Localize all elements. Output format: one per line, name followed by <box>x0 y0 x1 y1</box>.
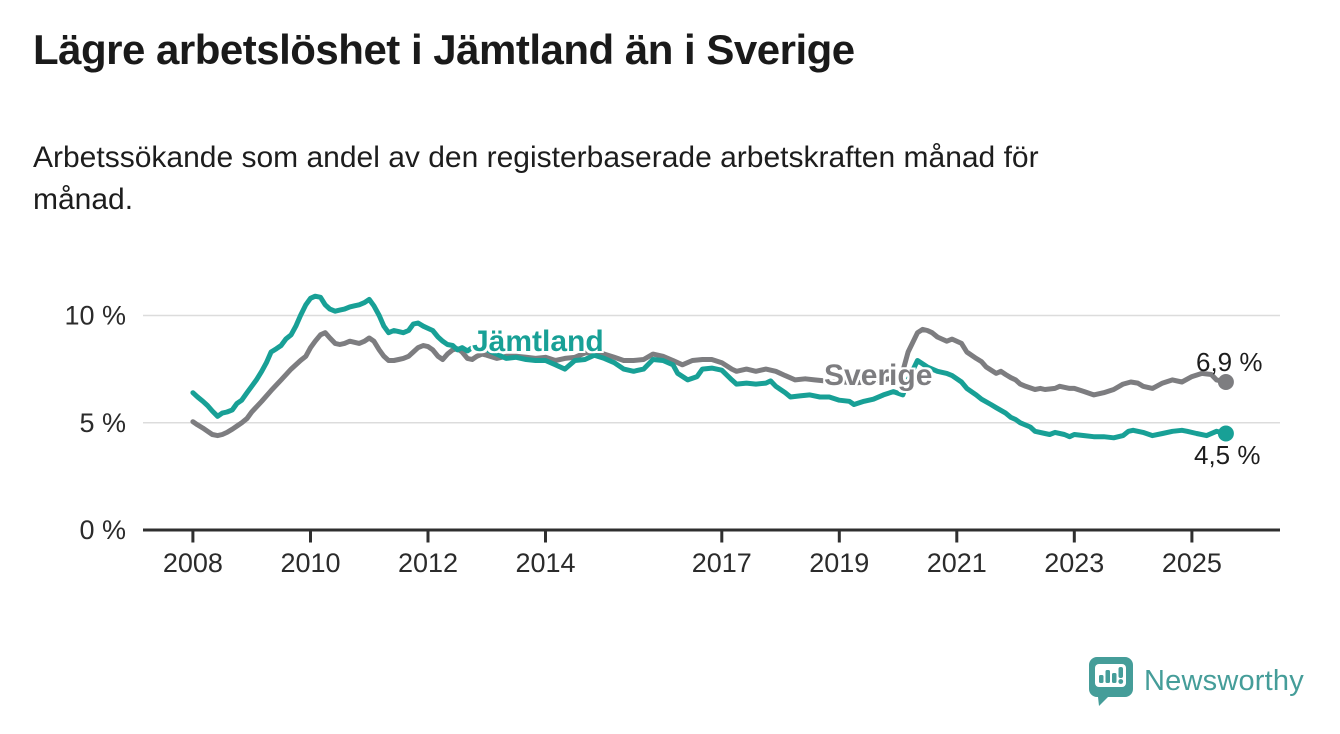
series-end-dot-sverige <box>1217 374 1234 390</box>
newsworthy-speech-bubble-chart-icon <box>1089 657 1133 706</box>
x-tick-label-2010: 2010 <box>280 548 340 578</box>
y-tick-label-10pct: 10 % <box>64 301 126 331</box>
x-tick-label-2012: 2012 <box>398 548 458 578</box>
series-end-dot-jämtland <box>1217 425 1234 442</box>
bar-1 <box>1099 675 1104 683</box>
x-tick-label-2021: 2021 <box>927 548 987 578</box>
subtitle-line-1: Arbetssökande som andel av den registerb… <box>33 141 1039 174</box>
series-label-jamtland: Jämtland <box>472 325 604 358</box>
page-title: Lägre arbetslöshet i Jämtland än i Sveri… <box>33 26 855 73</box>
end-value-label-jamtland: 4,5 % <box>1194 440 1261 470</box>
x-tick-label-2019: 2019 <box>809 548 869 578</box>
x-tick-label-2017: 2017 <box>692 548 752 578</box>
y-tick-label-0pct: 0 % <box>79 515 126 545</box>
subtitle-line-2: månad. <box>33 183 134 216</box>
end-value-label-sverige: 6,9 % <box>1196 347 1263 377</box>
x-tick-label-2023: 2023 <box>1044 548 1104 578</box>
series-line-sverige <box>190 326 1229 439</box>
y-tick-label-5pct: 5 % <box>79 408 126 438</box>
brand-name: Newsworthy <box>1144 664 1304 697</box>
exclamation-bar <box>1118 667 1123 678</box>
bar-3 <box>1112 673 1117 683</box>
x-tick-label-2008: 2008 <box>163 548 223 578</box>
x-tick-label-2025: 2025 <box>1162 548 1222 578</box>
series-label-sverige: Sverige <box>824 359 933 392</box>
newsworthy-brand: Newsworthy <box>1086 655 1304 707</box>
bar-2 <box>1105 670 1110 683</box>
series-line-jämtland <box>190 293 1229 441</box>
chart-subtitle: Arbetssökande som andel av den registerb… <box>33 137 1293 221</box>
exclamation-dot <box>1118 679 1124 684</box>
x-tick-label-2014: 2014 <box>515 548 575 578</box>
